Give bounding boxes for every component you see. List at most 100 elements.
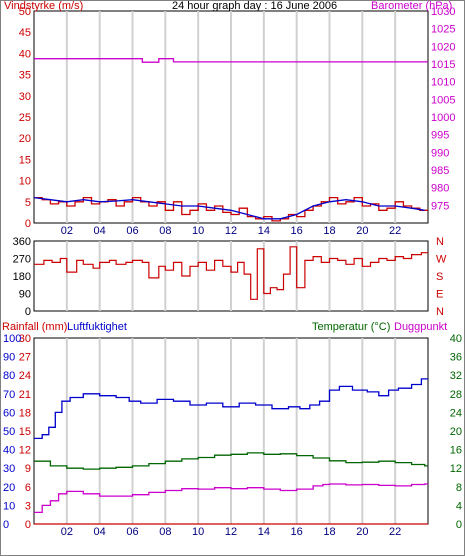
rain-y-tick-label: 6 [25, 482, 31, 494]
rain-y-tick-label: 24 [19, 370, 31, 382]
temperature-line [34, 452, 428, 470]
climate-x-tick-label: 16 [291, 526, 303, 538]
barometer-y-tick-label: 1015 [431, 59, 455, 71]
humidity-y-tick-label: 10 [3, 500, 15, 512]
humidity-y-tick-label: 0 [3, 519, 9, 531]
wind-y-tick-label: 40 [19, 48, 31, 60]
humidity-y-tick-label: 70 [3, 389, 15, 401]
wind-y-tick-label: 45 [19, 27, 31, 39]
barometer-right-axis: 975 980 985 990 995 1000 1005 1010 1015 1020 1025 1… [431, 6, 455, 212]
humidity-y-tick-label: 60 [3, 407, 15, 419]
temperature-y-tick-label: 20 [450, 426, 462, 438]
wind-x-axis: 02 04 06 08 10 12 14 16 18 20 22 [61, 225, 402, 237]
wind-x-tick-label: 12 [225, 225, 237, 237]
temperature-y-tick-label: 0 [456, 519, 462, 531]
wind-average-line [33, 196, 425, 220]
direction-left-axis: 0 90 180 270 360 [13, 236, 31, 318]
humidity-y-tick-label: 40 [3, 445, 15, 457]
barometer-y-tick-label: 975 [431, 200, 449, 212]
wind-x-tick-label: 22 [389, 225, 401, 237]
temperature-y-tick-label: 4 [456, 500, 462, 512]
barometer-y-tick-label: 985 [431, 165, 449, 177]
direction-y-tick-label: 270 [13, 254, 31, 266]
dewpoint-axis-label: Duggpunkt [394, 321, 447, 333]
barometer-axis-label: Barometer (hPa) [371, 0, 452, 12]
climate-x-tick-label: 08 [159, 526, 171, 538]
wind-y-tick-label: 30 [19, 91, 31, 103]
barometer-y-tick-label: 995 [431, 130, 449, 142]
climate-x-tick-label: 12 [225, 526, 237, 538]
temperature-y-tick-label: 12 [450, 463, 462, 475]
wind-axis-label: Vindstyrke (m/s) [4, 0, 83, 12]
wind-y-tick-label: 0 [25, 218, 31, 230]
barometer-y-tick-label: 1020 [431, 41, 455, 53]
temperature-axis-label: Temperatur (°C) [312, 321, 390, 333]
temperature-y-tick-label: 40 [450, 333, 462, 345]
temperature-y-tick-label: 16 [450, 445, 462, 457]
humidity-y-tick-label: 50 [3, 426, 15, 438]
wind-y-tick-label: 5 [25, 197, 31, 209]
humidity-y-tick-label: 30 [3, 463, 15, 475]
climate-x-tick-label: 04 [94, 526, 106, 538]
wind-direction-line [34, 246, 428, 300]
barometer-y-tick-label: 1005 [431, 94, 455, 106]
wind-y-tick-label: 10 [19, 176, 31, 188]
climate-x-tick-label: 10 [192, 526, 204, 538]
compass-tick-label: E [436, 289, 443, 301]
temperature-y-tick-label: 28 [450, 389, 462, 401]
direction-y-tick-label: 0 [25, 306, 31, 318]
compass-tick-label: W [436, 254, 447, 266]
rain-y-tick-label: 21 [19, 389, 31, 401]
wind-x-tick-label: 02 [61, 225, 73, 237]
rainfall-axis-label: Rainfall (mm) [2, 321, 67, 333]
humidity-line [34, 378, 428, 440]
wind-x-tick-label: 10 [192, 225, 204, 237]
compass-tick-label: N [436, 306, 444, 318]
rain-axis: 0 3 6 9 12 15 18 21 24 27 30 [19, 333, 31, 531]
climate-x-tick-label: 06 [126, 526, 138, 538]
rain-y-tick-label: 0 [25, 519, 31, 531]
wind-grid [65, 11, 397, 223]
wind-x-tick-label: 04 [94, 225, 106, 237]
wind-y-tick-label: 35 [19, 70, 31, 82]
temperature-y-tick-label: 24 [450, 407, 462, 419]
wind-y-tick-label: 15 [19, 154, 31, 166]
temperature-y-tick-label: 8 [456, 482, 462, 494]
barometer-y-tick-label: 1010 [431, 77, 455, 89]
climate-series-group [34, 378, 428, 525]
climate-x-tick-label: 18 [323, 526, 335, 538]
rain-y-tick-label: 18 [19, 407, 31, 419]
rain-y-tick-label: 27 [19, 352, 31, 364]
wind-x-tick-label: 08 [159, 225, 171, 237]
climate-x-tick-label: 20 [356, 526, 368, 538]
barometer-y-tick-label: 1030 [431, 6, 455, 18]
barometer-y-tick-label: 990 [431, 147, 449, 159]
humidity-axis: 0 10 20 30 40 50 60 70 80 90 100 [3, 333, 21, 531]
temperature-axis: 0 4 8 12 16 20 24 28 32 36 40 [450, 333, 462, 531]
direction-y-tick-label: 360 [13, 236, 31, 248]
barometer-y-tick-label: 980 [431, 183, 449, 195]
humidity-y-tick-label: 80 [3, 370, 15, 382]
barometer-y-tick-label: 1025 [431, 24, 455, 36]
humidity-y-tick-label: 100 [3, 333, 21, 345]
chart-title: 24 hour graph day : 16 June 2006 [172, 0, 337, 12]
climate-x-tick-label: 14 [258, 526, 270, 538]
wind-x-tick-label: 16 [291, 225, 303, 237]
humidity-y-tick-label: 90 [3, 352, 15, 364]
wind-x-tick-label: 20 [356, 225, 368, 237]
wind-y-tick-label: 25 [19, 112, 31, 124]
wind-y-tick-label: 50 [19, 6, 31, 18]
humidity-axis-label: Luftfuktighet [67, 321, 127, 333]
direction-series-group [34, 246, 428, 300]
temperature-y-tick-label: 36 [450, 352, 462, 364]
compass-tick-label: N [436, 236, 444, 248]
rain-y-tick-label: 15 [19, 426, 31, 438]
wind-barometer-panel: 0 5 10 15 20 25 30 35 40 45 50 975 980 985 990 995 10 0 0… [4, 0, 455, 237]
humidity-y-tick-label: 20 [3, 482, 15, 494]
wind-x-tick-label: 14 [258, 225, 270, 237]
wind-left-axis: 0 5 10 15 20 25 30 35 40 45 50 [19, 6, 31, 230]
wind-y-tick-label: 20 [19, 133, 31, 145]
